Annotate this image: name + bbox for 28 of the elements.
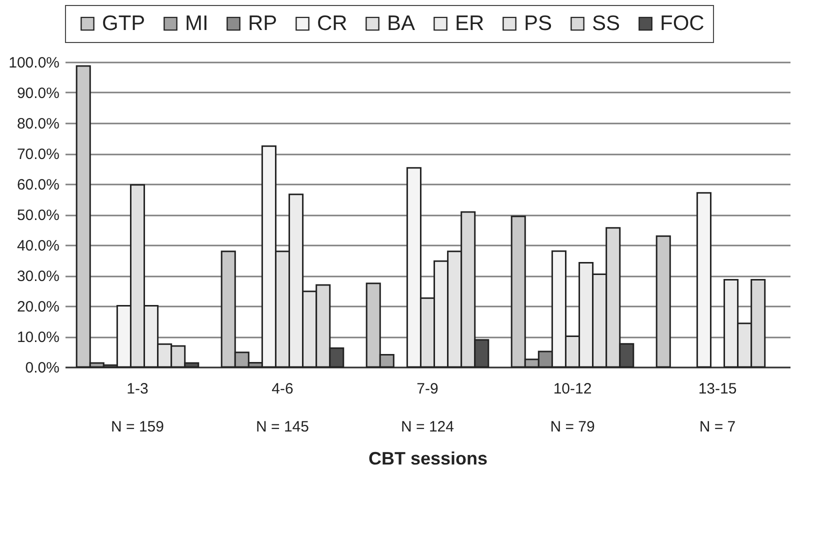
legend-label: MI — [185, 12, 208, 35]
category-label: 10-12 N = 79 — [550, 380, 595, 436]
y-tick-label: 100.0% — [8, 54, 60, 72]
y-tick-label: 90.0% — [16, 85, 60, 102]
y-tick-label: 40.0% — [16, 238, 60, 254]
legend-label: FOC — [660, 12, 704, 35]
bar — [656, 235, 671, 368]
bar — [696, 192, 712, 368]
y-tick-label: 0.0% — [25, 360, 60, 376]
y-tick-label: 80.0% — [16, 116, 60, 132]
category-label: 1-3 N = 159 — [111, 380, 164, 436]
y-tick-label: 30.0% — [16, 268, 60, 285]
category-label: 13-15 N = 7 — [698, 380, 737, 436]
y-tick-label: 60.0% — [16, 176, 60, 194]
legend-label: BA — [387, 12, 416, 35]
y-tick-label: 20.0% — [16, 298, 60, 316]
y-tick-label: 70.0% — [16, 146, 60, 163]
legend-label: GTP — [102, 12, 146, 35]
y-tick-label: 50.0% — [16, 207, 60, 224]
legend-label: ER — [455, 12, 484, 35]
x-axis-title: CBT sessions — [368, 448, 488, 468]
category-label: 4-6 N = 145 — [256, 380, 309, 436]
legend-label: RP — [248, 12, 278, 35]
y-tick-label: 10.0% — [16, 329, 60, 346]
legend-label: PS — [524, 12, 552, 35]
legend-label: CR — [317, 12, 348, 35]
legend-label: SS — [592, 12, 620, 35]
category-label: 7-9 N = 124 — [401, 380, 454, 436]
